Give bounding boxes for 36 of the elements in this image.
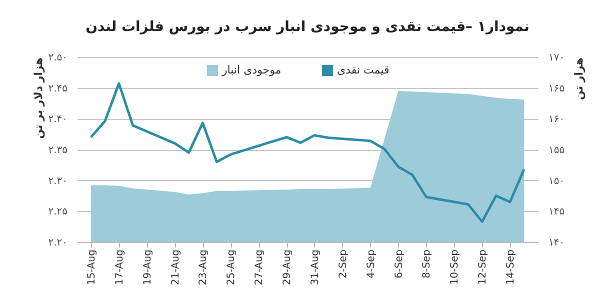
x-tick-label: 31-Aug — [310, 250, 321, 286]
x-tick-label: 8-Sep — [422, 250, 433, 278]
y-tick-label: ۲.۴۰ — [48, 114, 68, 126]
x-tick-label: 25-Aug — [226, 250, 238, 286]
x-tick-label: 4-Sep — [366, 250, 377, 278]
y2-tick-label: ۱۶۵ — [548, 83, 565, 94]
y2-tick-label: ۱۵۰ — [548, 176, 565, 187]
y2-tick-label: ۱۶۰ — [548, 114, 565, 126]
x-tick-label: 15-Aug — [86, 250, 98, 286]
x-tick-label: 27-Aug — [254, 250, 266, 286]
x-tick-label: 23-Aug — [198, 250, 210, 286]
y-tick-label: ۲.۲۰ — [48, 238, 68, 248]
y2-tick-label: ۱۷۰ — [548, 52, 565, 64]
y-tick-label: ۲.۳۵ — [48, 145, 68, 156]
x-tick-label: 2-Sep — [338, 250, 349, 278]
x-tick-label: 29-Aug — [282, 250, 294, 286]
x-tick-label: 12-Sep — [478, 250, 489, 285]
chart-title: نمودار۱ –قیمت نقدی و موجودی انبار سرب در بورس فلزات لندن — [86, 19, 530, 35]
legend-label: موجودی انبار — [221, 64, 282, 77]
y2-axis-title: هزار تن — [572, 58, 586, 100]
x-tick-label: 6-Sep — [394, 250, 405, 278]
line-series — [90, 82, 526, 223]
x-tick-label: 14-Sep — [506, 250, 517, 285]
legend-label: قیمت نقدی — [337, 64, 390, 77]
y2-tick-label: ۱۴۰ — [548, 238, 565, 248]
y-axis-title: هزار دلار بر تن — [32, 58, 46, 139]
y-tick-label: ۲.۳۰ — [48, 176, 68, 187]
x-tick-label: 10-Sep — [450, 250, 461, 285]
x-tick-label: 21-Aug — [170, 250, 182, 286]
y-tick-label: ۲.۵۰ — [48, 52, 68, 64]
y-tick-label: ۲.۴۵ — [48, 83, 68, 94]
y-tick-label: ۲.۲۵ — [48, 206, 68, 218]
y2-tick-label: ۱۵۵ — [548, 145, 565, 156]
y2-tick-label: ۱۴۵ — [548, 206, 565, 218]
x-tick-label: 19-Aug — [142, 250, 154, 286]
x-tick-label: 17-Aug — [114, 250, 126, 286]
